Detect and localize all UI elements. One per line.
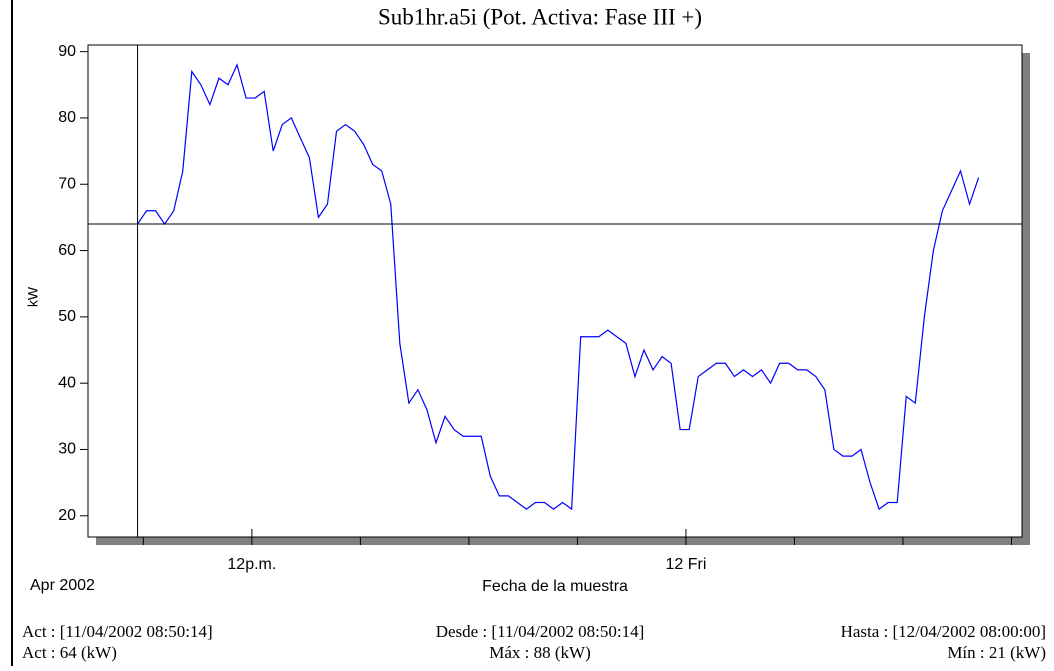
y-tick-label: 30 (58, 441, 76, 458)
y-tick-label: 20 (58, 507, 76, 524)
x-tick-label: 12p.m. (227, 556, 276, 573)
y-tick-label: 60 (58, 242, 76, 259)
footer-text: Mín : 21 (kW) (947, 643, 1046, 662)
plot-area (87, 44, 1023, 538)
footer-text: Act : [11/04/2002 08:50:14] (22, 622, 213, 641)
footer-text: Máx : 88 (kW) (489, 643, 591, 662)
x-axis-label: Fecha de la muestra (482, 578, 628, 595)
y-tick-label: 50 (58, 308, 76, 325)
footer-text: Hasta : [12/04/2002 08:00:00] (841, 622, 1046, 641)
y-tick-label: 70 (58, 175, 76, 192)
chart-title: Sub1hr.a5i (Pot. Activa: Fase III +) (378, 4, 702, 29)
x-tick-label: 12 Fri (665, 556, 706, 573)
y-tick-label: 80 (58, 109, 76, 126)
footer-text: Act : 64 (kW) (22, 643, 117, 662)
y-axis-label: kW (25, 286, 41, 307)
x-period: Apr 2002 (30, 577, 95, 594)
y-tick-label: 90 (58, 43, 76, 60)
footer-text: Desde : [11/04/2002 08:50:14] (436, 622, 645, 641)
y-tick-label: 40 (58, 374, 76, 391)
data-line (137, 63, 980, 511)
